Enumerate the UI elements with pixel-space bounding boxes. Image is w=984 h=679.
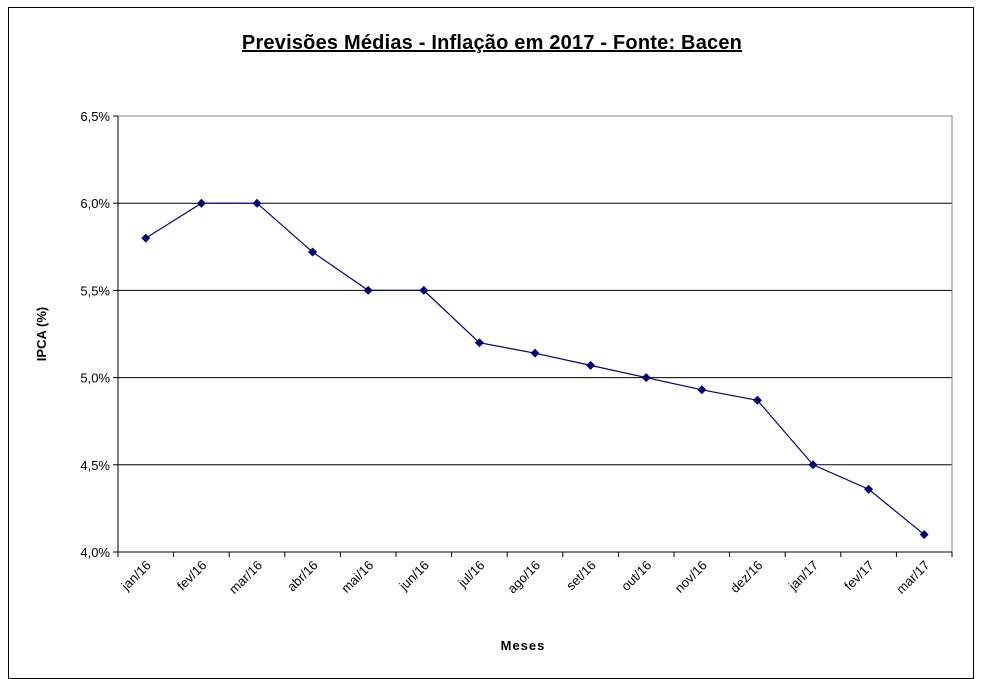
y-tick-label: 6,0%: [80, 196, 110, 211]
y-tick-label: 4,5%: [80, 458, 110, 473]
data-point: [586, 360, 596, 370]
x-tick-label: mar/17: [893, 558, 932, 597]
data-point: [697, 385, 707, 395]
series-layer: [141, 198, 929, 540]
data-point: [752, 395, 762, 405]
data-point: [141, 233, 151, 243]
data-point: [808, 460, 818, 470]
x-tick-label: fev/17: [841, 558, 877, 594]
y-tick-labels: 4,0% 4,5% 5,0% 5,5% 6,0% 6,5%: [80, 109, 110, 560]
data-point: [363, 285, 373, 295]
x-tick-label: mar/16: [226, 558, 265, 597]
data-point: [919, 530, 929, 540]
series-line: [145, 202, 925, 536]
x-tick-label: ago/16: [504, 558, 543, 597]
x-tick-labels: jan/16 fev/16 mar/16 abr/16 mai/16 jun/16 jul/…: [118, 558, 933, 597]
y-tick-label: 5,0%: [80, 371, 110, 386]
data-point: [252, 198, 262, 208]
data-point: [474, 338, 484, 348]
y-axis-title: IPCA (%): [34, 307, 49, 361]
axes: [113, 115, 953, 557]
data-point: [196, 198, 206, 208]
data-point: [864, 484, 874, 494]
x-tick-label: nov/16: [672, 558, 710, 596]
x-tick-label: fev/16: [174, 558, 210, 594]
x-axis-title: Meses: [501, 638, 546, 653]
y-tick-label: 5,5%: [80, 283, 110, 298]
x-tick-label: jun/16: [396, 558, 432, 594]
x-tick-label: dez/16: [727, 558, 765, 596]
data-point: [419, 285, 429, 295]
x-tick-label: jan/17: [785, 558, 821, 594]
grid-lines: [118, 115, 952, 466]
data-point: [641, 373, 651, 383]
x-tick-label: set/16: [563, 558, 599, 594]
data-point: [530, 348, 540, 358]
data-point: [308, 247, 318, 257]
y-tick-label: 4,0%: [80, 545, 110, 560]
plot-area: [117, 115, 953, 553]
x-tick-label: jan/16: [118, 558, 154, 594]
x-tick-label: mai/16: [338, 558, 376, 596]
chart-title: Previsões Médias - Inflação em 2017 - Fo…: [241, 32, 743, 54]
x-tick-label: jul/16: [454, 558, 487, 591]
x-tick-label: abr/16: [284, 558, 321, 595]
chart-frame: [8, 7, 974, 679]
y-tick-label: 6,5%: [80, 109, 110, 124]
x-tick-label: out/16: [618, 558, 654, 594]
